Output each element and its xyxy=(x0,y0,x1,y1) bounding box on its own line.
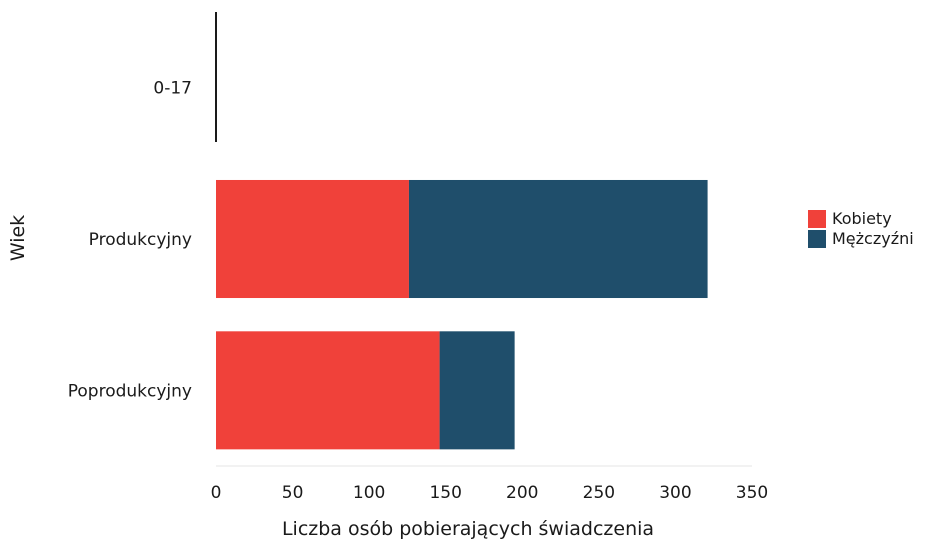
legend-swatch xyxy=(808,230,826,248)
x-tick-label: 100 xyxy=(353,483,385,503)
x-tick-labels: 0 50 100 150 200 250 300 350 xyxy=(211,483,769,503)
legend-label: Kobiety xyxy=(832,209,892,228)
x-tick-label: 150 xyxy=(429,483,461,503)
x-tick-label: 250 xyxy=(583,483,615,503)
bar-kobiety-1 xyxy=(216,180,409,298)
legend-label: Mężczyźni xyxy=(832,229,914,248)
category-label: 0-17 xyxy=(153,79,192,99)
bar-m-czy-ni-2 xyxy=(440,331,515,449)
x-axis-title: Liczba osób pobierających świadczenia xyxy=(282,518,654,540)
legend-swatch xyxy=(808,210,826,228)
x-tick-label: 200 xyxy=(506,483,538,503)
category-labels: 0-17 Produkcyjny Poprodukcyjny xyxy=(68,79,192,402)
x-tick-label: 50 xyxy=(282,483,304,503)
bar-m-czy-ni-1 xyxy=(409,180,708,298)
bars xyxy=(216,180,752,466)
category-label: Produkcyjny xyxy=(89,230,192,250)
bar-kobiety-2 xyxy=(216,331,440,449)
x-tick-label: 350 xyxy=(736,483,768,503)
x-tick-label: 0 xyxy=(211,483,222,503)
y-axis-title: Wiek xyxy=(7,215,29,261)
category-label: Poprodukcyjny xyxy=(68,381,192,401)
x-tick-label: 300 xyxy=(659,483,691,503)
